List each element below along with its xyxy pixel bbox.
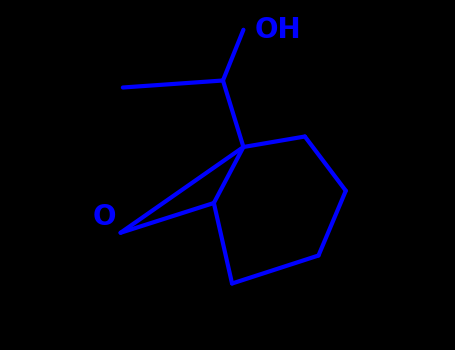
Text: O: O <box>93 203 116 231</box>
Text: OH: OH <box>255 16 301 44</box>
